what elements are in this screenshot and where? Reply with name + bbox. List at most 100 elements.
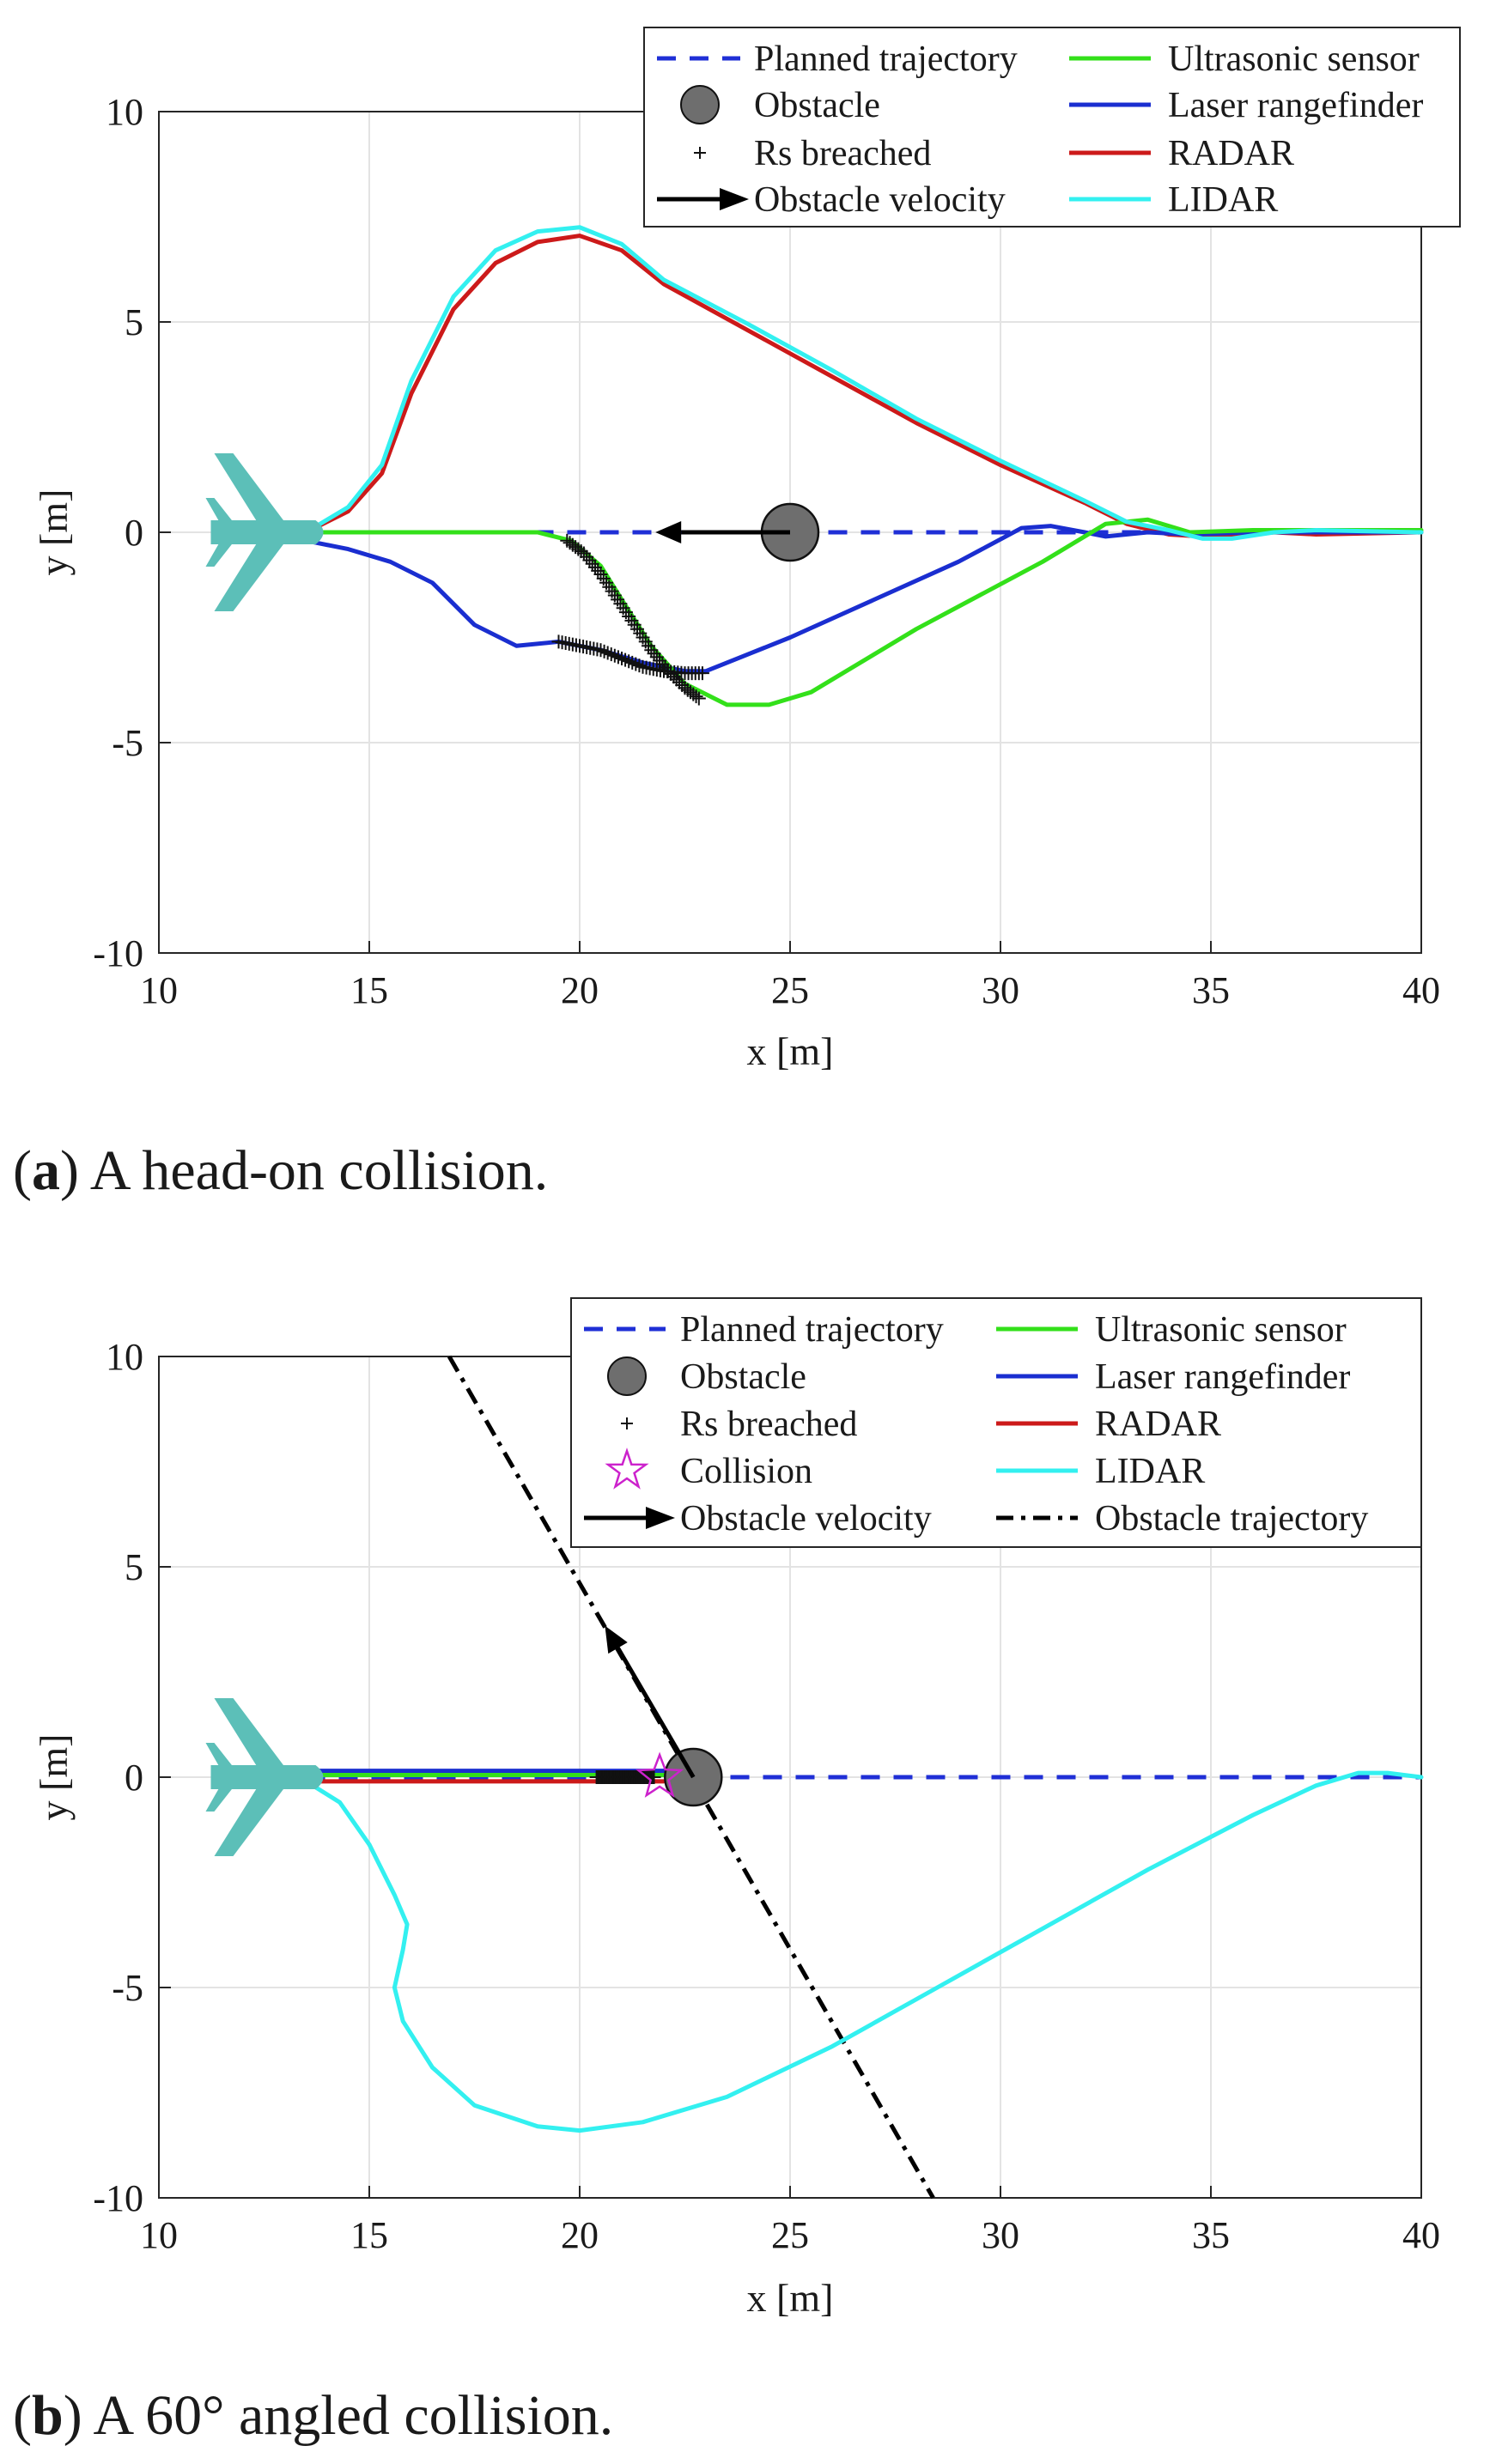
y-tick-label: 0 bbox=[125, 1757, 143, 1799]
breach-marker bbox=[597, 644, 611, 658]
breach-marker bbox=[647, 646, 661, 661]
legend-velocity-label: Obstacle velocity bbox=[754, 180, 1006, 220]
x-axis-label: x [m] bbox=[747, 1029, 834, 1073]
legend: Planned trajectory Obstacle Rs breached … bbox=[643, 27, 1461, 228]
breach-marker bbox=[629, 657, 643, 671]
y-tick-label: -10 bbox=[93, 2177, 143, 2219]
caption-b-text: A 60° angled collision. bbox=[94, 2384, 614, 2447]
breach-marker bbox=[611, 650, 625, 665]
panel-a-chart: 10 15 20 25 30 35 40 10 5 0 -5 -10 x [m] y [m] Pla… bbox=[13, 27, 1461, 1202]
legend-lidar-label: LIDAR bbox=[1095, 1452, 1205, 1491]
breach-marker bbox=[655, 657, 670, 671]
breach-marker bbox=[647, 1770, 661, 1784]
y-tick-label: -5 bbox=[112, 1967, 143, 2009]
x-tick-label: 40 bbox=[1402, 2214, 1440, 2256]
data-marks bbox=[205, 225, 1424, 707]
y-tick-labels: 10 5 0 -5 -10 bbox=[93, 1336, 143, 2219]
breach-marker bbox=[585, 556, 599, 571]
y-tick-label: 5 bbox=[125, 1546, 143, 1588]
x-tick-label: 35 bbox=[1192, 969, 1230, 1011]
y-tick-labels: 10 5 0 -5 -10 bbox=[93, 91, 143, 974]
breach-marker bbox=[615, 652, 629, 665]
velocity-arrowhead bbox=[605, 1625, 628, 1654]
breach-marker bbox=[672, 675, 686, 689]
x-tick-labels: 10 15 20 25 30 35 40 bbox=[140, 2214, 1440, 2256]
breach-marker bbox=[576, 546, 591, 561]
legend-radar-label: RADAR bbox=[1168, 134, 1294, 173]
legend-planned-label: Planned trajectory bbox=[680, 1310, 944, 1350]
breach-marker bbox=[574, 544, 588, 559]
x-tick-label: 15 bbox=[350, 969, 388, 1011]
legend-radar-label: RADAR bbox=[1095, 1405, 1221, 1444]
x-tick-label: 25 bbox=[771, 969, 809, 1011]
x-tick-label: 10 bbox=[140, 2214, 178, 2256]
breach-marker bbox=[607, 648, 622, 663]
x-tick-label: 10 bbox=[140, 969, 178, 1011]
y-axis-label: y [m] bbox=[32, 1734, 76, 1821]
legend-collision-sample bbox=[605, 1447, 649, 1490]
legend-lidar-label: LIDAR bbox=[1168, 180, 1278, 220]
breach-marker bbox=[600, 646, 615, 660]
y-tick-label: 0 bbox=[125, 512, 143, 554]
y-axis-label: y [m] bbox=[32, 489, 76, 576]
breach-marker bbox=[591, 563, 605, 578]
legend-breach-sample bbox=[694, 147, 706, 159]
legend-ultrasonic-label: Ultrasonic sensor bbox=[1168, 39, 1420, 79]
legend-laser-label: Laser rangefinder bbox=[1168, 86, 1423, 125]
legend-obstacle-trajectory-label: Obstacle trajectory bbox=[1095, 1499, 1368, 1538]
breach-marker bbox=[632, 658, 647, 673]
caption-b-letter: b bbox=[32, 2384, 64, 2447]
aircraft-icon bbox=[205, 453, 324, 611]
x-tick-label: 20 bbox=[561, 969, 599, 1011]
caption-a-text: A head-on collision. bbox=[90, 1139, 548, 1202]
legend-breach-sample bbox=[621, 1417, 633, 1429]
x-tick-labels: 10 15 20 25 30 35 40 bbox=[140, 969, 1440, 1011]
x-axis-label: x [m] bbox=[747, 2276, 834, 2320]
velocity-arrow-shaft bbox=[616, 1647, 696, 1779]
velocity-arrowhead bbox=[655, 521, 682, 543]
x-tick-label: 30 bbox=[982, 2214, 1019, 2256]
x-tick-label: 20 bbox=[561, 2214, 599, 2256]
legend-collision-label: Collision bbox=[680, 1452, 812, 1491]
panel-b-chart: 10 15 20 25 30 35 40 10 5 0 -5 -10 x [m] y [m] Pla… bbox=[13, 1297, 1440, 2447]
caption-a-letter: a bbox=[32, 1139, 60, 1202]
breach-marker bbox=[618, 652, 633, 667]
data-marks bbox=[205, 1355, 1424, 2200]
x-tick-label: 35 bbox=[1192, 2214, 1230, 2256]
legend-obstacle-sample bbox=[607, 1356, 647, 1396]
legend-obstacle-sample bbox=[680, 85, 720, 124]
y-tick-label: 5 bbox=[125, 301, 143, 343]
y-tick-label: 10 bbox=[106, 91, 143, 133]
breach-marker bbox=[644, 643, 659, 658]
legend-obstacle-label: Obstacle bbox=[754, 86, 880, 125]
x-tick-label: 30 bbox=[982, 969, 1019, 1011]
y-tick-label: -5 bbox=[112, 722, 143, 764]
legend: Planned trajectory Obstacle Rs breached … bbox=[570, 1297, 1422, 1548]
breach-marker bbox=[582, 553, 597, 567]
caption-b: (b) A 60° angled collision. bbox=[13, 2384, 613, 2447]
laser-path-line bbox=[304, 524, 1424, 674]
ultrasonic-path-line bbox=[304, 517, 1424, 707]
legend-planned-label: Planned trajectory bbox=[754, 39, 1018, 79]
breach-marker bbox=[593, 643, 608, 658]
caption-a: (a) A head-on collision. bbox=[13, 1139, 548, 1202]
legend-breached-label: Rs breached bbox=[680, 1405, 857, 1444]
legend-velocity-arrowhead bbox=[646, 1507, 675, 1529]
y-tick-label: 10 bbox=[106, 1336, 143, 1378]
lidar-path-line bbox=[304, 1770, 1424, 2133]
lidar-path-line bbox=[304, 225, 1424, 541]
legend-velocity-arrowhead bbox=[720, 188, 749, 210]
breach-marker bbox=[691, 691, 706, 706]
breach-marker bbox=[604, 647, 618, 662]
breach-marker bbox=[649, 650, 664, 665]
breach-marker bbox=[580, 549, 594, 564]
legend-breached-label: Rs breached bbox=[754, 134, 931, 173]
y-tick-label: -10 bbox=[93, 932, 143, 974]
legend-laser-label: Laser rangefinder bbox=[1095, 1357, 1350, 1397]
legend-box bbox=[643, 27, 1461, 228]
x-tick-label: 40 bbox=[1402, 969, 1440, 1011]
x-tick-label: 25 bbox=[771, 2214, 809, 2256]
legend-velocity-label: Obstacle velocity bbox=[680, 1499, 932, 1538]
breach-marker bbox=[587, 560, 602, 574]
